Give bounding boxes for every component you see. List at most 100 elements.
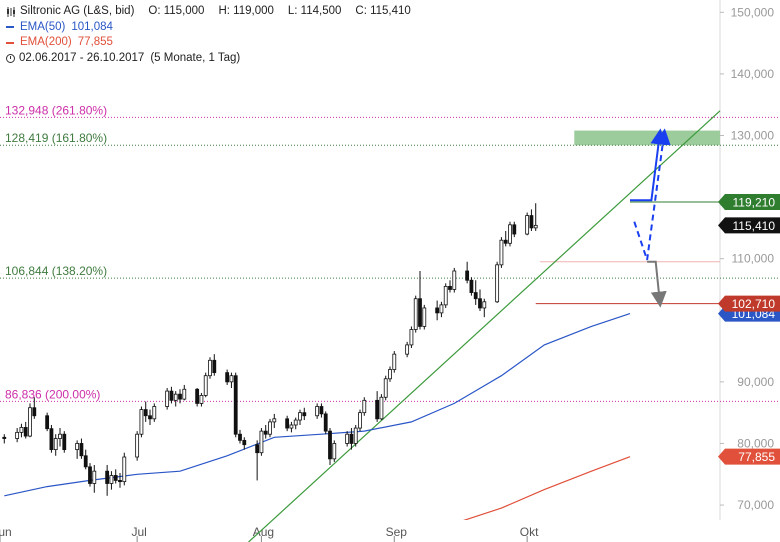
price-badge-label-3: 102,710 [732, 297, 776, 311]
candle-body-76 [465, 270, 470, 281]
candle-body-84 [508, 224, 512, 244]
candle-body-21 [135, 433, 140, 458]
price-badge-3 [718, 295, 780, 312]
candle-body-86 [525, 215, 530, 235]
candle-body-32 [199, 395, 204, 404]
fib-label-3: 86,836 (200.00%) [5, 387, 100, 401]
candle-body-26 [165, 390, 170, 407]
candle-body-7 [49, 428, 54, 451]
ema200-value: 77,855 [77, 36, 113, 48]
candle-body-44 [268, 421, 272, 435]
candle-body-43 [263, 430, 268, 435]
candle-body-35 [212, 359, 217, 374]
x-tick-label-3: Sep [386, 525, 408, 539]
ema50-swatch [6, 26, 14, 29]
candle-body-61 [375, 399, 380, 420]
target-arrow-dashed [633, 128, 671, 261]
candle-body-71 [435, 307, 440, 314]
fib-label-2: 106,844 (138.20%) [5, 264, 107, 278]
candle-body-48 [293, 419, 298, 426]
price-badge-label-4: 77,855 [738, 450, 775, 464]
price-badge-4 [718, 448, 780, 465]
candle-body-81 [495, 264, 500, 303]
candle-body-39 [238, 433, 242, 441]
candle-body-13 [83, 455, 88, 468]
candle-body-54 [328, 430, 332, 460]
candle-body-1 [15, 431, 20, 439]
candle-body-25 [152, 406, 157, 420]
candle-body-66 [405, 344, 410, 355]
target-zone [574, 130, 720, 146]
candle-body-68 [413, 298, 418, 330]
ema200-line [463, 456, 631, 520]
candle-body-11 [75, 443, 80, 451]
x-tick-label-0: Jun [0, 525, 12, 539]
candle-body-55 [332, 443, 337, 460]
candle-body-22 [139, 409, 144, 435]
candle-body-82 [499, 239, 504, 266]
candle-body-58 [353, 427, 358, 444]
x-tick-label-1: Jul [131, 525, 146, 539]
candle-body-6 [45, 415, 50, 430]
y-tick-label-5: 80,000 [737, 436, 774, 450]
candle-body-16 [105, 470, 110, 484]
candle-body-34 [208, 359, 212, 377]
candle-body-72 [439, 304, 444, 314]
ohlc-high: H: 119,000 [218, 5, 274, 17]
ohlc-low: L: 114,500 [287, 5, 342, 17]
ohlc-close: C: 115,410 [355, 5, 411, 17]
candle-body-17 [109, 475, 114, 484]
candle-body-75 [452, 270, 457, 290]
ema50-label: EMA(50) [20, 20, 66, 33]
candle-body-41 [255, 444, 260, 454]
candle-body-20 [122, 456, 127, 483]
candle-body-30 [182, 388, 187, 400]
candle-body-87 [529, 215, 534, 229]
candle-body-12 [79, 443, 84, 457]
candle-body-53 [323, 413, 328, 432]
candle-body-65 [392, 353, 397, 370]
pullback-arrow [647, 260, 667, 308]
candle-body-9 [58, 433, 62, 439]
candle-body-73 [443, 285, 448, 306]
candle-body-45 [272, 418, 277, 423]
trendline [248, 110, 721, 542]
candle-body-59 [358, 412, 362, 429]
candle-body-80 [482, 301, 487, 309]
candle-body-10 [62, 433, 67, 451]
candle-body-38 [233, 375, 238, 435]
candle-body-28 [173, 393, 178, 401]
candle-body-4 [28, 407, 32, 437]
candle-body-70 [422, 307, 427, 327]
candle-body-79 [478, 298, 482, 309]
candle-body-27 [169, 390, 174, 401]
target-arrow-solid [630, 128, 667, 202]
legend-title-row: Siltronic AG (L&S, bid) O: 115,000 H: 11… [6, 4, 411, 20]
x-tick-label-2: Aug [253, 525, 274, 539]
candle-body-51 [315, 406, 320, 417]
x-tick-label-4: Okt [520, 525, 539, 539]
candle-body-57 [349, 433, 354, 444]
candle-body-46 [285, 418, 290, 429]
period: (5 Monate, 1 Tag) [150, 51, 241, 64]
fib-label-0: 132,948 (261.80%) [5, 103, 107, 117]
y-tick-label-4: 90,000 [737, 375, 774, 389]
y-tick-label-6: 70,000 [737, 498, 774, 512]
candle-body-64 [388, 369, 392, 380]
y-tick-label-3: 110,000 [732, 252, 775, 266]
candle-body-47 [289, 424, 294, 429]
candle-body-19 [118, 480, 122, 483]
candle-body-56 [345, 433, 350, 444]
candle-body-18 [113, 475, 118, 481]
candle-body-40 [242, 439, 247, 446]
candle-body-3 [23, 427, 28, 437]
candle-body-2 [19, 427, 24, 433]
candle-body-8 [53, 438, 58, 451]
candle-body-60 [362, 399, 367, 414]
candle-body-74 [448, 285, 452, 290]
candle-body-14 [88, 466, 92, 484]
candle-body-5 [32, 407, 37, 417]
candle-body-29 [178, 393, 182, 400]
